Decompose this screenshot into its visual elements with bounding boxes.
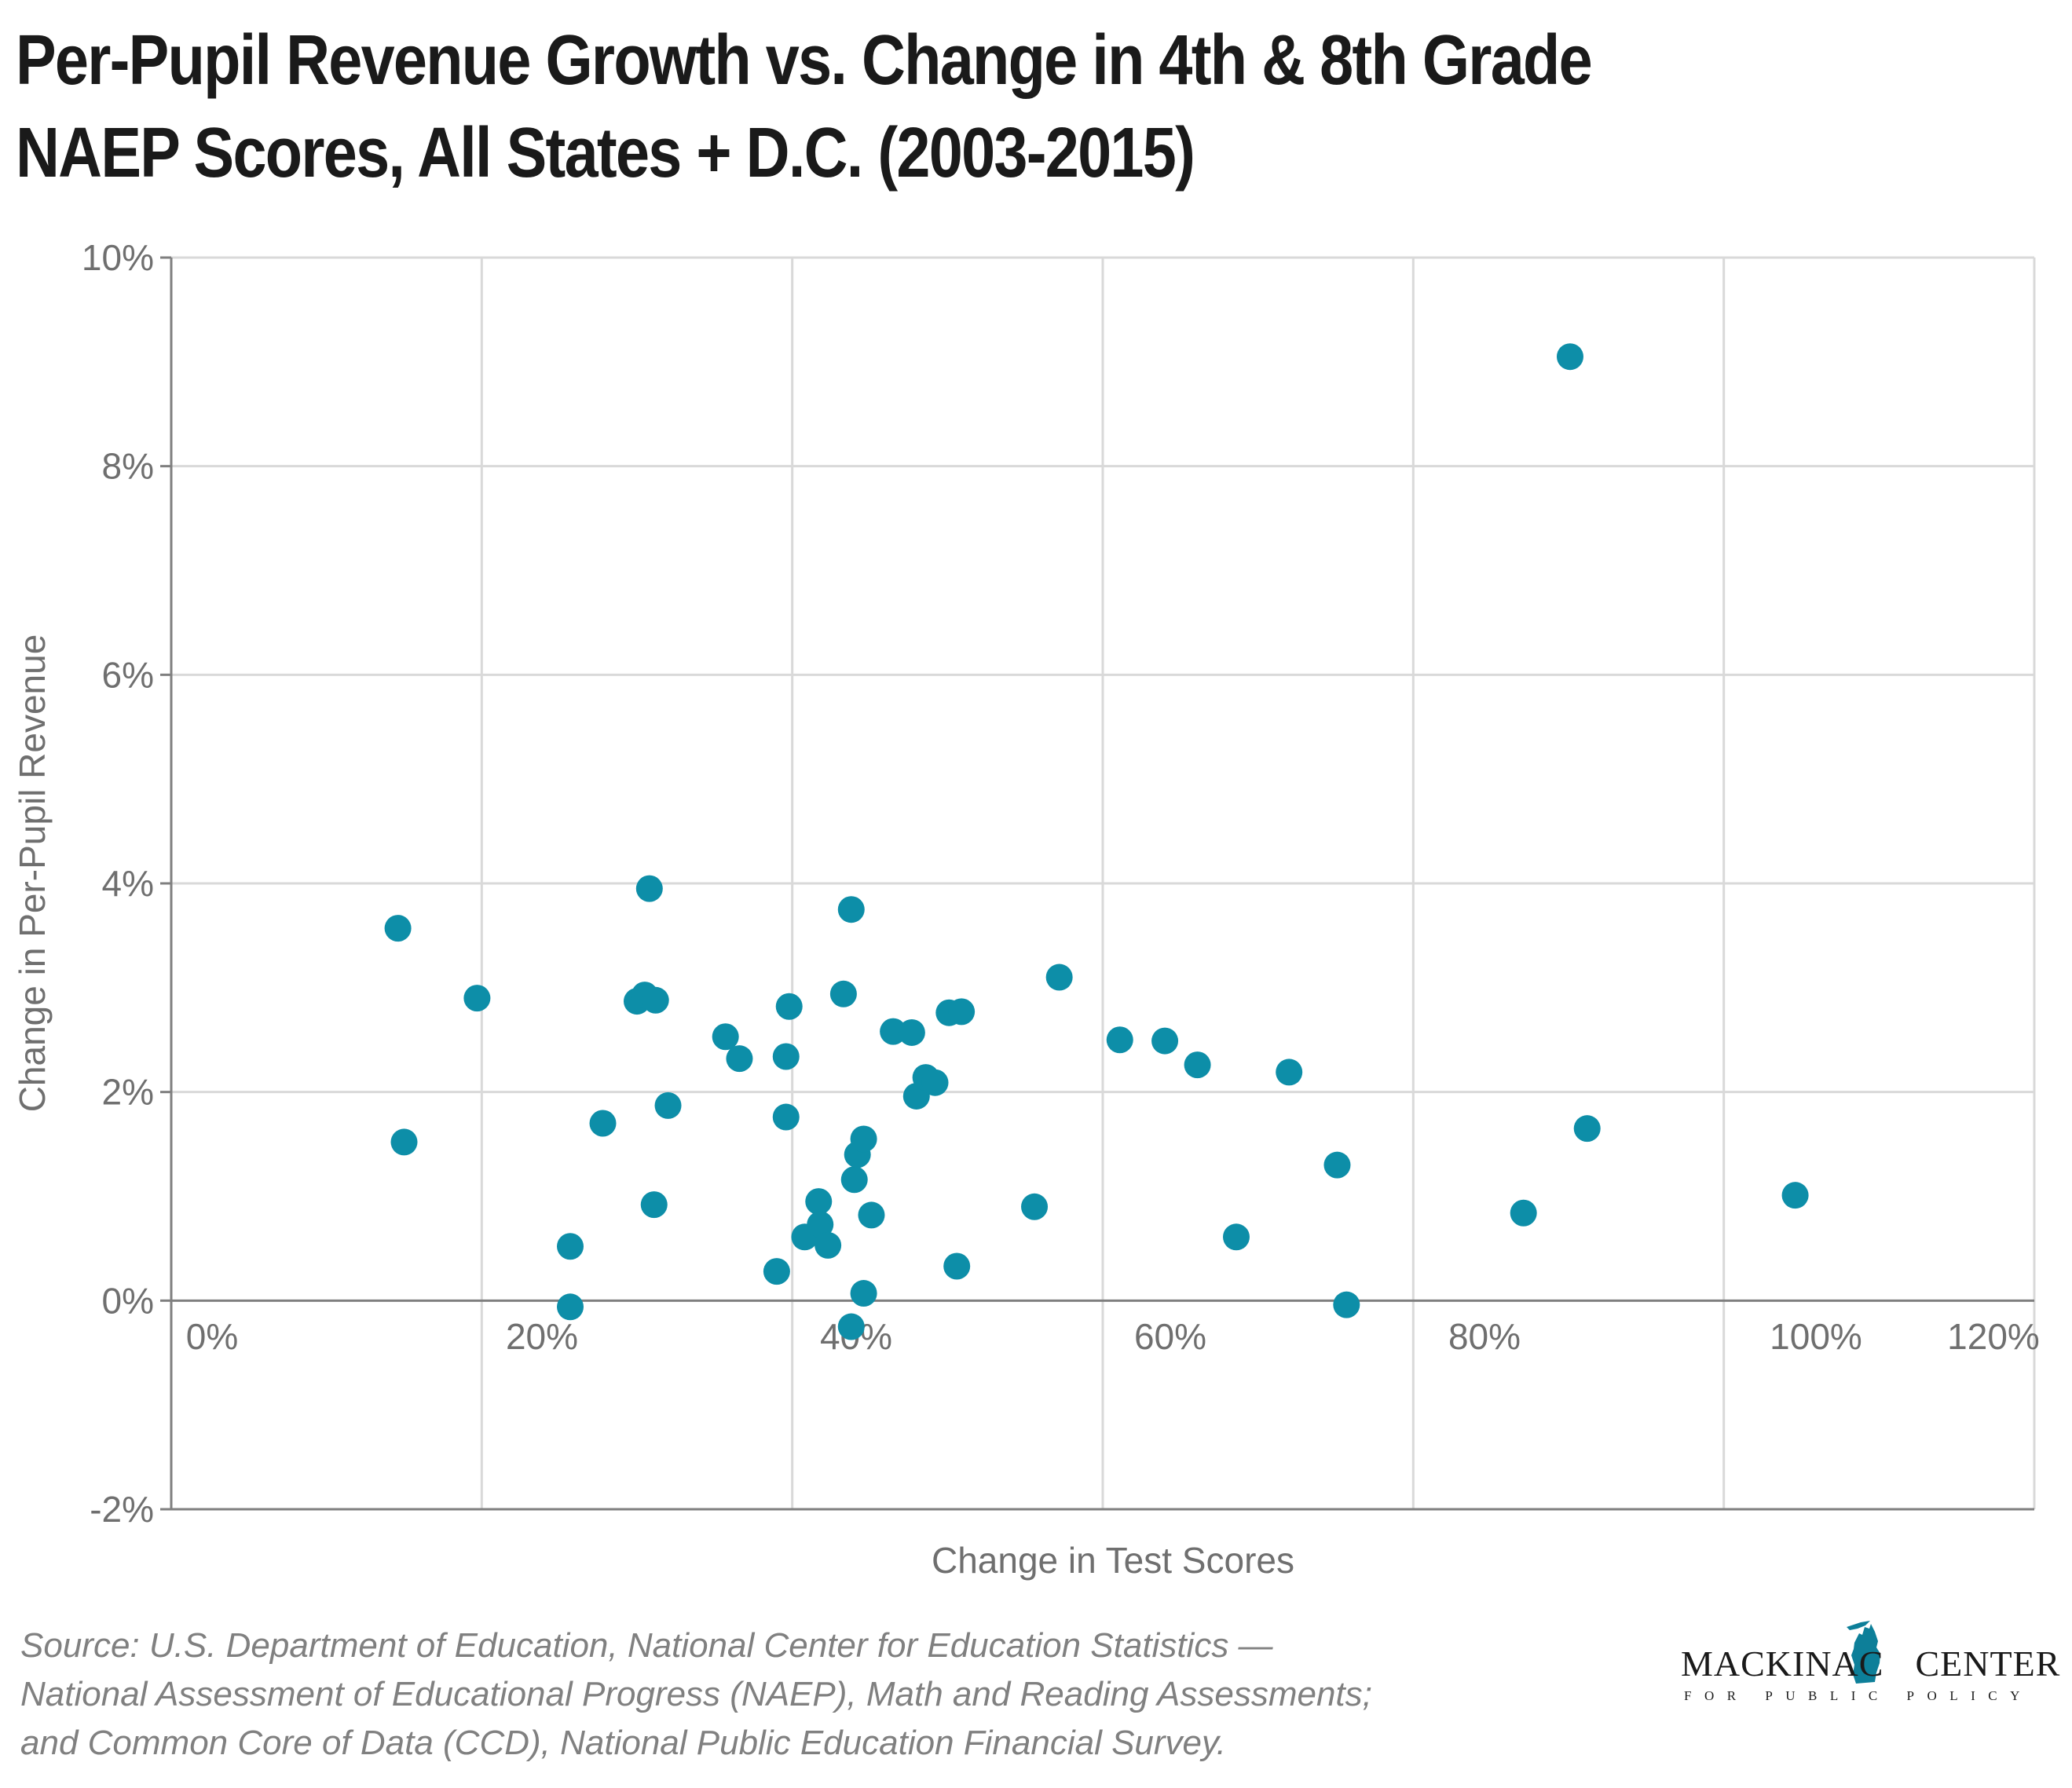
data-point bbox=[850, 1280, 877, 1307]
data-point bbox=[557, 1293, 584, 1321]
data-point bbox=[1781, 1182, 1809, 1209]
data-point bbox=[1573, 1115, 1601, 1143]
data-point bbox=[775, 993, 803, 1020]
data-point bbox=[390, 1128, 418, 1156]
data-point bbox=[1556, 343, 1583, 371]
data-point bbox=[837, 896, 865, 923]
logo-word-right: CENTER bbox=[1915, 1644, 2061, 1684]
x-tick-label: 100% bbox=[1770, 1316, 1862, 1357]
x-tick-label: 80% bbox=[1448, 1316, 1521, 1357]
data-point bbox=[815, 1231, 842, 1259]
title-line-1: Per-Pupil Revenue Growth vs. Change in 4… bbox=[16, 21, 1593, 100]
data-point bbox=[1184, 1051, 1211, 1079]
data-point bbox=[858, 1201, 885, 1229]
data-point bbox=[589, 1110, 617, 1137]
page-title: Per-Pupil Revenue Growth vs. Change in 4… bbox=[16, 14, 1637, 199]
source-line-3: and Common Core of Data (CCD), National … bbox=[20, 1724, 1226, 1762]
y-tick-label: -2% bbox=[90, 1489, 154, 1530]
tick-labels: 10%8%6%4%2%0%-2%0%20%40%60%80%100%120% bbox=[82, 237, 2040, 1530]
axes bbox=[160, 256, 2034, 1511]
data-point bbox=[772, 1043, 800, 1070]
x-tick-label: 0% bbox=[186, 1316, 238, 1357]
y-tick-label: 2% bbox=[102, 1072, 154, 1113]
data-point bbox=[463, 985, 491, 1012]
data-point bbox=[943, 1252, 971, 1280]
data-point bbox=[807, 1211, 834, 1238]
data-point bbox=[726, 1045, 753, 1073]
x-tick-label: 120% bbox=[1947, 1316, 2040, 1357]
data-point bbox=[384, 915, 412, 942]
data-point bbox=[1151, 1027, 1179, 1055]
data-point bbox=[772, 1103, 800, 1131]
data-point bbox=[837, 1313, 865, 1340]
logo-tagline: FOR PUBLIC POLICY bbox=[1684, 1688, 2033, 1703]
data-point bbox=[763, 1258, 790, 1285]
data-point bbox=[654, 1091, 682, 1119]
data-point bbox=[1106, 1026, 1133, 1054]
logo-word-left: MACKINAC bbox=[1681, 1644, 1884, 1684]
data-point bbox=[948, 998, 976, 1026]
data-point bbox=[640, 1191, 668, 1219]
data-point bbox=[921, 1069, 949, 1096]
michigan-map-icon bbox=[1847, 1621, 1880, 1684]
data-point bbox=[1276, 1059, 1303, 1086]
data-point bbox=[1323, 1151, 1351, 1179]
mackinac-center-logo: MACKINAC CENTER FOR PUBLIC POLICY bbox=[1681, 1611, 2060, 1713]
y-tick-label: 4% bbox=[102, 863, 154, 904]
data-point bbox=[1021, 1193, 1049, 1220]
y-axis-label: Change in Per-Pupil Revenue bbox=[12, 634, 53, 1113]
data-point bbox=[557, 1233, 584, 1260]
data-point bbox=[1510, 1199, 1537, 1227]
data-points bbox=[384, 343, 1809, 1340]
data-point bbox=[1222, 1223, 1250, 1251]
grid-lines bbox=[171, 256, 2036, 1509]
data-point bbox=[712, 1023, 739, 1051]
source-note: Source: U.S. Department of Education, Na… bbox=[20, 1622, 1576, 1768]
data-point bbox=[805, 1188, 833, 1216]
y-tick-label: 6% bbox=[102, 654, 154, 695]
data-point bbox=[829, 980, 857, 1007]
x-tick-label: 20% bbox=[506, 1316, 578, 1357]
x-axis-label: Change in Test Scores bbox=[932, 1540, 1294, 1581]
logo-wordmark: MACKINAC CENTER bbox=[1681, 1643, 2060, 1684]
data-point bbox=[850, 1125, 877, 1153]
data-point bbox=[1045, 963, 1073, 991]
data-point bbox=[1333, 1291, 1360, 1318]
title-line-2: NAEP Scores, All States + D.C. (2003-201… bbox=[16, 114, 1195, 192]
source-line-1: Source: U.S. Department of Education, Na… bbox=[20, 1626, 1273, 1665]
data-point bbox=[840, 1166, 868, 1194]
y-tick-label: 10% bbox=[82, 237, 154, 278]
data-point bbox=[635, 875, 663, 902]
data-point bbox=[898, 1018, 925, 1046]
x-tick-label: 60% bbox=[1134, 1316, 1206, 1357]
data-point bbox=[642, 986, 669, 1014]
y-tick-label: 0% bbox=[102, 1280, 154, 1321]
y-tick-label: 8% bbox=[102, 446, 154, 487]
source-line-2: National Assessment of Educational Progr… bbox=[20, 1675, 1372, 1713]
